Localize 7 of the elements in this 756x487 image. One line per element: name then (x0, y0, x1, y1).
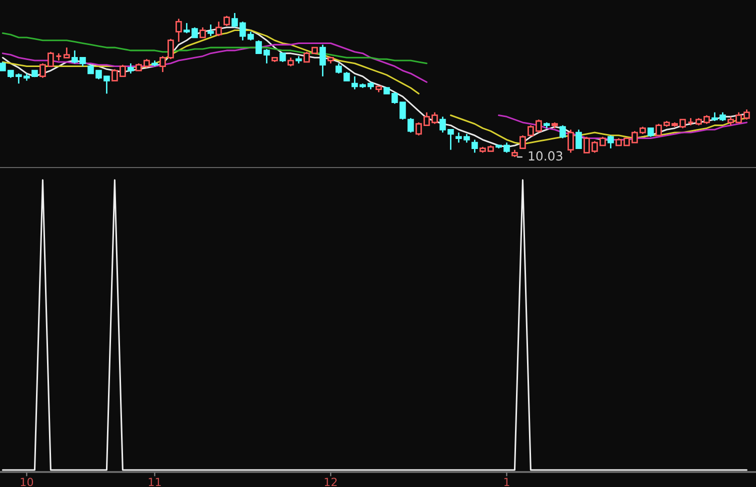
candlestick (296, 56, 302, 64)
x-tick-label: 10 (20, 478, 34, 486)
candlestick (320, 44, 326, 78)
x-tick-label: 1 (504, 478, 510, 486)
x-tick-label: 12 (324, 478, 337, 486)
annotation: 10.03 (528, 151, 562, 161)
x-tick-label: 11 (148, 478, 161, 486)
